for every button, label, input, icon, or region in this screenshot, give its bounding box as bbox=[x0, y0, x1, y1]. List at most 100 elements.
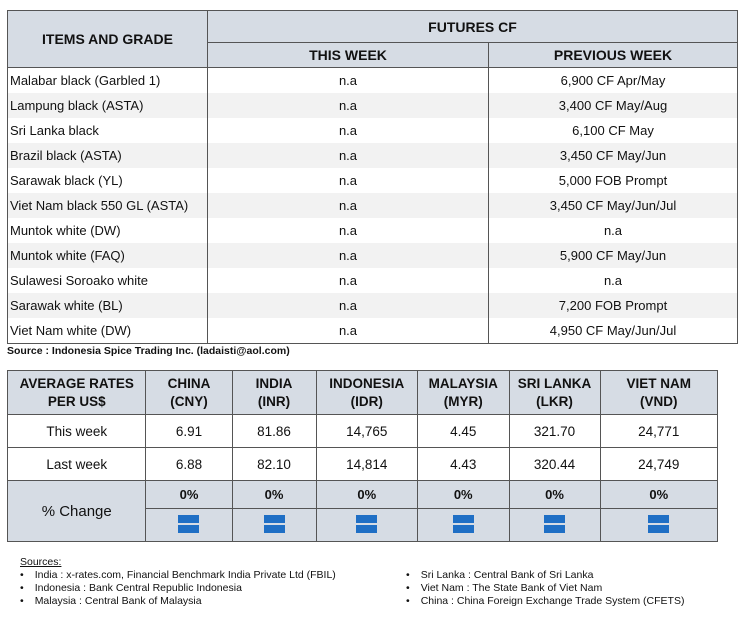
rate-last-week: 320.44 bbox=[508, 447, 601, 481]
source-item: Indonesia : Bank Central Republic Indone… bbox=[34, 582, 336, 595]
source-item: China : China Foreign Exchange Trade Sys… bbox=[420, 595, 685, 608]
row-label-this-week: This week bbox=[6, 414, 147, 448]
items-header: ITEMS AND GRADE bbox=[7, 10, 208, 68]
source-item: Malaysia : Central Bank of Malaysia bbox=[34, 595, 336, 608]
this-week-value: n.a bbox=[207, 218, 489, 243]
previous-week-value: 6,100 CF May bbox=[488, 118, 738, 143]
item-name: Sri Lanka black bbox=[7, 118, 208, 143]
this-week-header: THIS WEEK bbox=[207, 42, 489, 68]
futures-row: Muntok white (FAQ) n.a 5,900 CF May/Jun bbox=[7, 243, 738, 268]
trend-cell bbox=[416, 508, 510, 542]
equal-icon bbox=[356, 513, 378, 535]
this-week-value: n.a bbox=[207, 243, 489, 268]
this-week-value: n.a bbox=[207, 118, 489, 143]
item-name: Sulawesi Soroako white bbox=[7, 268, 208, 293]
trend-cell bbox=[599, 508, 719, 542]
sources-right: Sri Lanka : Central Bank of Sri Lanka Vi… bbox=[406, 569, 685, 608]
source-note: Source : Indonesia Spice Trading Inc. (l… bbox=[7, 345, 290, 357]
item-name: Sarawak white (BL) bbox=[7, 293, 208, 318]
previous-week-value: n.a bbox=[488, 268, 738, 293]
rate-last-week: 82.10 bbox=[231, 447, 317, 481]
futures-row: Lampung black (ASTA) n.a 3,400 CF May/Aug bbox=[7, 93, 738, 118]
equal-icon bbox=[544, 513, 566, 535]
rate-this-week: 4.45 bbox=[416, 414, 510, 448]
equal-icon bbox=[178, 513, 200, 535]
equal-icon bbox=[263, 513, 285, 535]
this-week-value: n.a bbox=[207, 67, 489, 93]
percent-change: 0% bbox=[508, 480, 601, 509]
rate-last-week: 4.43 bbox=[416, 447, 510, 481]
previous-week-value: 5,900 CF May/Jun bbox=[488, 243, 738, 268]
equal-icon bbox=[648, 513, 670, 535]
source-item: India : x-rates.com, Financial Benchmark… bbox=[34, 569, 336, 582]
source-item: Sri Lanka : Central Bank of Sri Lanka bbox=[420, 569, 684, 582]
item-name: Brazil black (ASTA) bbox=[7, 143, 208, 168]
rates-corner-header: AVERAGE RATES PER US$ bbox=[6, 370, 147, 415]
currency-header: SRI LANKA (LKR) bbox=[508, 370, 601, 415]
futures-header: FUTURES CF bbox=[207, 10, 738, 43]
this-week-value: n.a bbox=[207, 293, 489, 318]
this-week-value: n.a bbox=[207, 93, 489, 118]
trend-cell bbox=[231, 508, 317, 542]
rate-this-week: 6.91 bbox=[145, 414, 233, 448]
this-week-value: n.a bbox=[207, 268, 489, 293]
this-week-value: n.a bbox=[207, 168, 489, 193]
previous-week-value: 3,400 CF May/Aug bbox=[488, 93, 738, 118]
rate-this-week: 321.70 bbox=[508, 414, 601, 448]
previous-week-value: 3,450 CF May/Jun/Jul bbox=[488, 193, 738, 218]
futures-row: Viet Nam black 550 GL (ASTA) n.a 3,450 CF … bbox=[7, 193, 738, 218]
previous-week-value: 4,950 CF May/Jun/Jul bbox=[488, 318, 738, 344]
row-label-change: % Change bbox=[6, 480, 147, 542]
item-name: Viet Nam black 550 GL (ASTA) bbox=[7, 193, 208, 218]
rate-this-week: 14,765 bbox=[315, 414, 418, 448]
currency-header: CHINA (CNY) bbox=[145, 370, 233, 415]
futures-row: Muntok white (DW) n.a n.a bbox=[7, 218, 738, 243]
currency-header: MALAYSIA (MYR) bbox=[416, 370, 510, 415]
this-week-value: n.a bbox=[207, 318, 489, 344]
item-name: Sarawak black (YL) bbox=[7, 168, 208, 193]
rate-this-week: 81.86 bbox=[231, 414, 317, 448]
source-item: Viet Nam : The State Bank of Viet Nam bbox=[420, 582, 684, 595]
currency-header: VIET NAM (VND) bbox=[599, 370, 719, 415]
futures-row: Malabar black (Garbled 1) n.a 6,900 CF Apr… bbox=[7, 67, 738, 93]
futures-row: Sarawak black (YL) n.a 5,000 FOB Prompt bbox=[7, 168, 738, 193]
futures-row: Sulawesi Soroako white n.a n.a bbox=[7, 268, 738, 293]
trend-cell bbox=[145, 508, 233, 542]
previous-week-header: PREVIOUS WEEK bbox=[488, 42, 738, 68]
percent-change: 0% bbox=[416, 480, 510, 509]
previous-week-value: 6,900 CF Apr/May bbox=[488, 67, 738, 93]
rate-last-week: 24,749 bbox=[599, 447, 719, 481]
percent-change: 0% bbox=[231, 480, 317, 509]
futures-row: Brazil black (ASTA) n.a 3,450 CF May/Jun bbox=[7, 143, 738, 168]
previous-week-value: 3,450 CF May/Jun bbox=[488, 143, 738, 168]
item-name: Muntok white (DW) bbox=[7, 218, 208, 243]
item-name: Lampung black (ASTA) bbox=[7, 93, 208, 118]
sources-left: Sources: India : x-rates.com, Financial … bbox=[20, 556, 336, 608]
item-name: Muntok white (FAQ) bbox=[7, 243, 208, 268]
rate-this-week: 24,771 bbox=[599, 414, 719, 448]
rate-last-week: 14,814 bbox=[315, 447, 418, 481]
this-week-value: n.a bbox=[207, 143, 489, 168]
trend-cell bbox=[315, 508, 418, 542]
previous-week-value: n.a bbox=[488, 218, 738, 243]
exchange-rates-table: AVERAGE RATES PER US$ CHINA (CNY) INDIA (INR… bbox=[6, 370, 719, 542]
this-week-value: n.a bbox=[207, 193, 489, 218]
sources-heading: Sources: bbox=[20, 556, 62, 568]
rate-last-week: 6.88 bbox=[145, 447, 233, 481]
item-name: Malabar black (Garbled 1) bbox=[7, 67, 208, 93]
previous-week-value: 5,000 FOB Prompt bbox=[488, 168, 738, 193]
equal-icon bbox=[452, 513, 474, 535]
currency-header: INDONESIA (IDR) bbox=[315, 370, 418, 415]
currency-header: INDIA (INR) bbox=[231, 370, 317, 415]
item-name: Viet Nam white (DW) bbox=[7, 318, 208, 344]
futures-table: ITEMS AND GRADE FUTURES CF THIS WEEK PRE… bbox=[7, 10, 738, 344]
futures-row: Sri Lanka black n.a 6,100 CF May bbox=[7, 118, 738, 143]
percent-change: 0% bbox=[599, 480, 719, 509]
row-label-last-week: Last week bbox=[6, 447, 147, 481]
percent-change: 0% bbox=[315, 480, 418, 509]
percent-change: 0% bbox=[145, 480, 233, 509]
futures-row: Viet Nam white (DW) n.a 4,950 CF May/Jun/J… bbox=[7, 318, 738, 344]
trend-cell bbox=[508, 508, 601, 542]
previous-week-value: 7,200 FOB Prompt bbox=[488, 293, 738, 318]
futures-row: Sarawak white (BL) n.a 7,200 FOB Prompt bbox=[7, 293, 738, 318]
